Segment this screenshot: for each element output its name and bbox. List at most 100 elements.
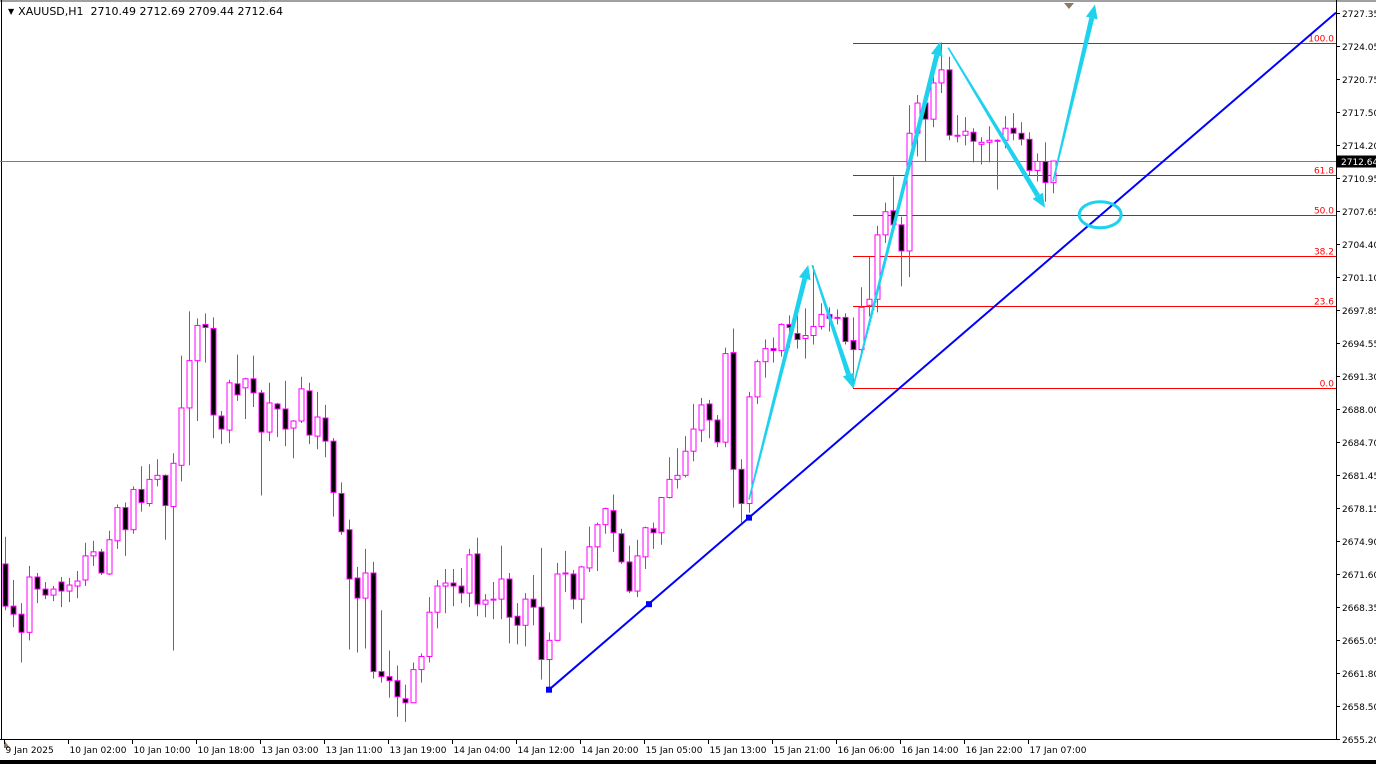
symbol-label: XAUUSD,H1	[18, 5, 84, 18]
candle	[98, 548, 105, 575]
trendline-anchor-handle[interactable]	[646, 601, 652, 608]
candle	[698, 397, 705, 443]
candle	[242, 377, 249, 420]
bear-candle-body	[322, 417, 329, 442]
scale-fix-marker-icon[interactable]	[4, 740, 10, 748]
candle	[818, 303, 825, 330]
bull-candle-body	[546, 639, 553, 661]
candle	[882, 202, 889, 243]
candle	[1026, 132, 1033, 176]
candle	[1034, 153, 1041, 182]
candle	[650, 522, 657, 549]
bear-candle-body	[970, 131, 977, 142]
candle	[618, 528, 625, 564]
bear-candle-body	[730, 352, 737, 470]
candle	[122, 502, 129, 556]
candle	[466, 548, 473, 608]
ohlc-readout: 2710.49 2712.69 2709.44 2712.64	[90, 5, 283, 18]
bear-candle-body	[10, 605, 17, 615]
arrow-annotation[interactable]	[748, 265, 811, 500]
arrow-annotation[interactable]	[1052, 4, 1098, 182]
bear-candle-body	[650, 528, 657, 534]
candle	[906, 105, 913, 278]
bear-candle-body	[330, 440, 337, 493]
price-axis[interactable]: 2727.35 2724.05 2720.75 2717.50 2714.20 2710.…	[1336, 10, 1376, 746]
triangle-down-icon[interactable]: ▼	[8, 7, 15, 16]
candle	[370, 561, 377, 679]
price-tick-label: 2710.95	[1342, 175, 1376, 185]
chart-shift-marker-icon[interactable]	[1064, 3, 1074, 9]
bear-candle-body	[218, 415, 225, 430]
candle	[450, 568, 457, 607]
bull-candle-body	[994, 139, 1001, 142]
trendline[interactable]	[546, 11, 1337, 693]
candle	[994, 139, 1001, 190]
bull-candle-body	[498, 578, 505, 600]
bear-candle-body	[1042, 160, 1049, 184]
bull-candle-body	[130, 488, 137, 531]
price-tick-label: 2684.70	[1342, 439, 1376, 449]
candle	[778, 323, 785, 357]
chart-header: ▼ XAUUSD,H1 2710.49 2712.69 2709.44 2712.…	[8, 5, 283, 18]
bear-candle-body	[450, 582, 457, 587]
candle	[642, 526, 649, 569]
bull-candle-body	[74, 580, 81, 587]
price-tick-label: 2707.65	[1342, 208, 1376, 218]
candle	[258, 389, 265, 496]
fib-level-label: 50.0	[1314, 207, 1334, 217]
bull-candle-body	[1034, 160, 1041, 171]
fibonacci-retracement[interactable]: 100.0 61.8 50.0 38.2 23.6 0.0	[853, 35, 1336, 390]
price-tick-label: 2655.20	[1342, 736, 1376, 746]
bear-candle-body	[834, 316, 841, 319]
candle	[50, 586, 57, 602]
bear-candle-body	[338, 492, 345, 533]
candle	[154, 459, 161, 487]
trendline-anchor-handle[interactable]	[746, 514, 752, 521]
bear-candle-body	[794, 332, 801, 341]
bull-candle-body	[186, 360, 193, 409]
arrow-head-icon	[1032, 192, 1045, 208]
candle	[682, 436, 689, 478]
arrow-annotation[interactable]	[947, 47, 1045, 208]
bear-candle-body	[850, 340, 857, 351]
time-axis[interactable]: 9 Jan 2025 10 Jan 02:00 10 Jan 10:00 10 Jan…	[4, 739, 1087, 756]
bear-candle-body	[354, 577, 361, 599]
price-tick-label: 2661.80	[1342, 670, 1376, 680]
bull-candle-body	[754, 361, 761, 398]
bear-candle-body	[610, 510, 617, 534]
fib-level-label: 100.0	[1308, 35, 1334, 45]
bull-candle-body	[90, 551, 97, 557]
price-tick-label: 2720.75	[1342, 76, 1376, 86]
candle	[178, 355, 185, 482]
candle	[498, 545, 505, 620]
candle	[42, 582, 49, 600]
candle	[810, 266, 817, 345]
arrow-annotation[interactable]	[852, 41, 943, 389]
bull-candle-body	[50, 588, 57, 596]
candle	[522, 593, 529, 647]
bear-candle-body	[258, 392, 265, 433]
annotations[interactable]	[748, 4, 1123, 500]
price-tick-label: 2717.50	[1342, 109, 1376, 119]
price-tick-label: 2668.35	[1342, 604, 1376, 614]
candle	[626, 545, 633, 594]
bull-candle-body	[602, 508, 609, 526]
target-ellipse[interactable]	[1077, 200, 1123, 230]
candle	[202, 313, 209, 363]
time-tick-label: 15 Jan 13:00	[710, 746, 767, 756]
arrow-head-icon	[930, 41, 943, 57]
bull-candle-body	[106, 539, 113, 575]
bull-candle-body	[26, 576, 33, 633]
trendline-anchor-handle[interactable]	[546, 686, 552, 693]
candle	[562, 550, 569, 593]
bear-candle-body	[1018, 132, 1025, 140]
candle	[442, 568, 449, 614]
trendline-line[interactable]	[548, 11, 1337, 691]
bull-candle-body	[290, 420, 297, 429]
arrow-annotation[interactable]	[811, 264, 855, 388]
candle	[762, 339, 769, 378]
candle	[770, 337, 777, 363]
candle	[978, 137, 985, 165]
candle	[514, 603, 521, 645]
